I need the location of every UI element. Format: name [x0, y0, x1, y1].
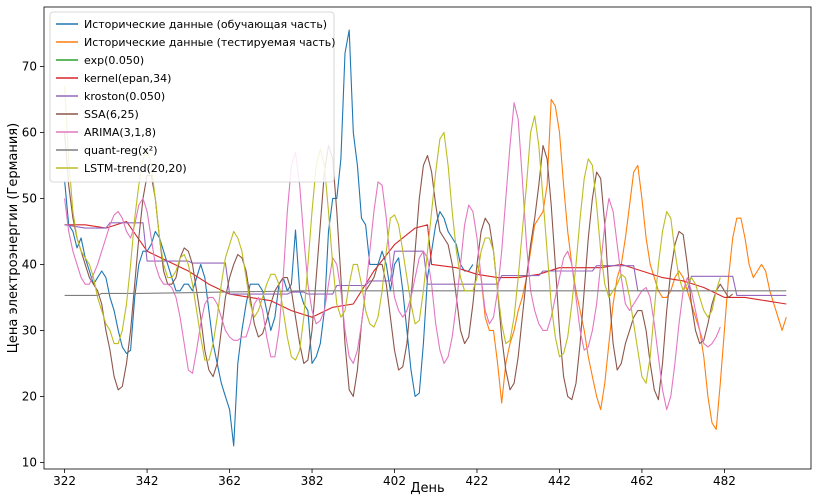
y-tick-label: 50 — [22, 191, 37, 205]
legend-label-6: ARIMA(3,1,8) — [84, 126, 156, 139]
y-tick-label: 30 — [22, 323, 37, 337]
series-line-0 — [64, 29, 474, 447]
legend-label-5: SSA(6,25) — [84, 108, 139, 121]
legend-label-4: kroston(0.050) — [84, 90, 165, 103]
x-tick-label: 362 — [218, 474, 241, 488]
legend-label-3: kernel(epan,34) — [84, 72, 171, 85]
x-tick-label: 402 — [383, 474, 406, 488]
y-tick-label: 70 — [22, 59, 37, 73]
x-tick-label: 322 — [53, 474, 76, 488]
series-line-5 — [64, 132, 734, 401]
y-tick-label: 20 — [22, 389, 37, 403]
legend: Исторические данные (обучающая часть) Ист… — [49, 11, 336, 183]
x-tick-label: 462 — [630, 474, 653, 488]
legend-frame — [49, 11, 335, 183]
series-line-3 — [64, 220, 787, 318]
series-line-1 — [476, 98, 787, 430]
series-line-7 — [64, 290, 787, 296]
y-axis: 10 20 30 40 50 60 70 — [22, 59, 44, 469]
series-line-8 — [64, 86, 721, 384]
x-axis: 322 342 362 382 402 422 442 462 482 — [53, 469, 736, 488]
x-tick-label: 482 — [713, 474, 736, 488]
legend-label-2: exp(0.050) — [84, 54, 144, 67]
y-tick-label: 40 — [22, 257, 37, 271]
series-line-4 — [64, 222, 787, 296]
legend-label-7: quant-reg(x²) — [84, 144, 157, 157]
plot-frame — [43, 6, 812, 470]
legend-label-8: LSTM-trend(20,20) — [84, 162, 187, 175]
y-axis-label: Цена электроэнергии (Германия) — [6, 123, 21, 353]
x-tick-label: 442 — [548, 474, 571, 488]
y-tick-label: 10 — [22, 455, 37, 469]
legend-label-0: Исторические данные (обучающая часть) — [84, 18, 327, 31]
legend-label-1: Исторические данные (тестируемая часть) — [84, 36, 336, 49]
y-tick-label: 60 — [22, 125, 37, 139]
x-axis-label: День — [410, 481, 444, 496]
x-tick-label: 342 — [136, 474, 159, 488]
x-tick-label: 422 — [466, 474, 489, 488]
x-tick-label: 382 — [301, 474, 324, 488]
series-layer — [64, 29, 787, 447]
